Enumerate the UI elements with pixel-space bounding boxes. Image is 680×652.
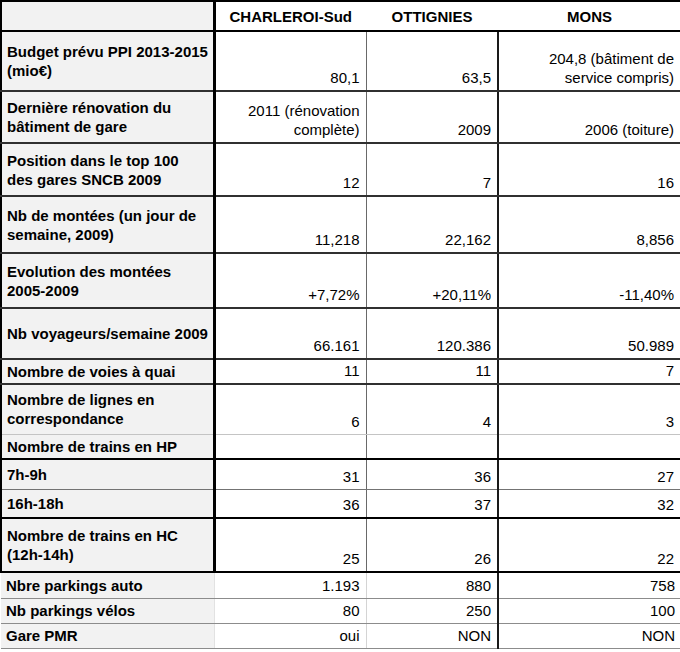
cell-value: 25 [214, 518, 366, 572]
cell-value: 7 [498, 359, 680, 384]
cell-value: 100 [498, 598, 680, 623]
cell-value: 2006 (toiture) [498, 91, 680, 143]
row-label: Nombre de lignes en correspondance [1, 384, 214, 434]
cell-value: 204,8 (bâtiment de service compris) [498, 31, 680, 91]
cell-value: NON [366, 623, 498, 648]
cell-value: 31 [214, 459, 366, 489]
cell-value: 7 [366, 143, 498, 196]
cell-value: oui [214, 623, 366, 648]
cell-value: 11 [214, 359, 366, 384]
cell-value [366, 434, 498, 459]
cell-value: 80 [214, 598, 366, 623]
cell-value: NON [498, 623, 680, 648]
cell-value: 37 [366, 489, 498, 518]
station-comparison-table: CHARLEROI-Sud OTTIGNIES MONS Budget prév… [0, 0, 680, 649]
table-row-renovation: Dernière rénovation du bâtiment de gare … [1, 91, 680, 143]
cell-value: 2009 [366, 91, 498, 143]
cell-value: 8,856 [498, 196, 680, 253]
row-label: Nombre de voies à quai [1, 359, 214, 384]
cell-value: 1.193 [214, 572, 366, 598]
table-row-top100: Position dans le top 100 des gares SNCB … [1, 143, 680, 196]
cell-value: 12 [214, 143, 366, 196]
cell-value [498, 434, 680, 459]
column-header-mons: MONS [498, 1, 680, 31]
table-row-parkings-velos: Nb parkings vélos 80 250 100 [1, 598, 680, 623]
table-row-montees: Nb de montées (un jour de semaine, 2009)… [1, 196, 680, 253]
row-label: Nombre de trains en HC (12h-14h) [1, 518, 214, 572]
column-header-ottignies: OTTIGNIES [366, 1, 498, 31]
cell-value: 80,1 [214, 31, 366, 91]
cell-value: 758 [498, 572, 680, 598]
cell-value: -11,40% [498, 253, 680, 308]
cell-value: 2011 (rénovation complète) [214, 91, 366, 143]
cell-value: 50.989 [498, 308, 680, 359]
cell-value: 66.161 [214, 308, 366, 359]
cell-value: 6 [214, 384, 366, 434]
table-row-16h18h: 16h-18h 36 37 32 [1, 489, 680, 518]
row-label: Evolution des montées 2005-2009 [1, 253, 214, 308]
table-row-voies: Nombre de voies à quai 11 11 7 [1, 359, 680, 384]
row-label: Nb de montées (un jour de semaine, 2009) [1, 196, 214, 253]
table-row-evolution: Evolution des montées 2005-2009 +7,72% +… [1, 253, 680, 308]
row-label: Nb voyageurs/semaine 2009 [1, 308, 214, 359]
row-label: Position dans le top 100 des gares SNCB … [1, 143, 214, 196]
table-row-trains-hc: Nombre de trains en HC (12h-14h) 25 26 2… [1, 518, 680, 572]
row-label: Dernière rénovation du bâtiment de gare [1, 91, 214, 143]
table-row-voyageurs: Nb voyageurs/semaine 2009 66.161 120.386… [1, 308, 680, 359]
cell-value: 26 [366, 518, 498, 572]
cell-value: +20,11% [366, 253, 498, 308]
cell-value: 36 [366, 459, 498, 489]
cell-value: 27 [498, 459, 680, 489]
row-label: 7h-9h [1, 459, 214, 489]
row-label: 16h-18h [1, 489, 214, 518]
table-row-parkings-auto: Nbre parkings auto 1.193 880 758 [1, 572, 680, 598]
cell-value: 880 [366, 572, 498, 598]
cell-value: 22 [498, 518, 680, 572]
corner-cell [1, 1, 214, 31]
header-row: CHARLEROI-Sud OTTIGNIES MONS [1, 1, 680, 31]
row-label: Budget prévu PPI 2013-2015 (mio€) [1, 31, 214, 91]
cell-value: 3 [498, 384, 680, 434]
cell-value: 250 [366, 598, 498, 623]
cell-value [214, 434, 366, 459]
table-row-7h9h: 7h-9h 31 36 27 [1, 459, 680, 489]
table-row-budget: Budget prévu PPI 2013-2015 (mio€) 80,1 6… [1, 31, 680, 91]
table-row-correspondance: Nombre de lignes en correspondance 6 4 3 [1, 384, 680, 434]
table-row-gare-pmr: Gare PMR oui NON NON [1, 623, 680, 648]
cell-value: 11,218 [214, 196, 366, 253]
cell-value: 32 [498, 489, 680, 518]
cell-value: 36 [214, 489, 366, 518]
row-label: Nb parkings vélos [1, 598, 214, 623]
cell-value: 11 [366, 359, 498, 384]
table-row-trains-hp: Nombre de trains en HP [1, 434, 680, 459]
column-header-charleroi: CHARLEROI-Sud [214, 1, 366, 31]
cell-value: 63,5 [366, 31, 498, 91]
cell-value: 4 [366, 384, 498, 434]
cell-value: +7,72% [214, 253, 366, 308]
row-label: Nombre de trains en HP [1, 434, 214, 459]
cell-value: 22,162 [366, 196, 498, 253]
row-label: Nbre parkings auto [1, 572, 214, 598]
cell-value: 16 [498, 143, 680, 196]
cell-value: 120.386 [366, 308, 498, 359]
row-label: Gare PMR [1, 623, 214, 648]
